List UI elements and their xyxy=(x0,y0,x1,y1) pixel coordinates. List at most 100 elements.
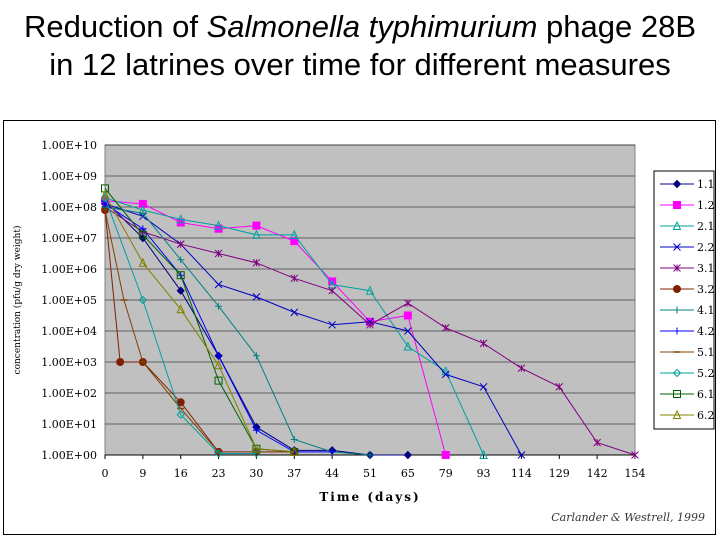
y-tick-label: 1.00E+10 xyxy=(41,139,97,152)
x-tick-label: 154 xyxy=(625,467,646,480)
data-point-2.1 xyxy=(214,220,223,230)
y-tick-label: 1.00E+08 xyxy=(41,201,97,214)
data-point-3.1 xyxy=(214,249,223,258)
y-tick-label: 1.00E+00 xyxy=(41,449,97,462)
x-tick-label: 16 xyxy=(174,467,188,480)
legend-marker-6.2 xyxy=(672,409,682,419)
legend-label-4.2: 4.2 xyxy=(697,325,715,338)
data-point-4.2 xyxy=(328,448,336,456)
x-tick-label: 51 xyxy=(363,467,377,480)
legend-marker-2.1 xyxy=(672,220,682,230)
x-tick-label: 93 xyxy=(477,467,491,480)
y-tick-label: 1.00E+04 xyxy=(41,325,97,338)
data-point-6.2 xyxy=(100,189,110,199)
data-point-3.1 xyxy=(517,364,526,373)
y-tick-label: 1.00E+05 xyxy=(41,294,97,307)
data-point-2.2 xyxy=(328,320,336,329)
x-tick-label: 9 xyxy=(139,467,146,480)
data-point-2.2 xyxy=(517,451,526,459)
data-point-5.2 xyxy=(138,295,148,305)
legend-marker-4.2 xyxy=(673,327,681,335)
data-point-3.2 xyxy=(116,358,125,366)
legend-label-2.1: 2.1 xyxy=(697,220,715,233)
legend-label-5.2: 5.2 xyxy=(697,367,715,380)
x-tick-label: 65 xyxy=(401,467,415,480)
legend xyxy=(653,170,715,430)
page-title: Reduction of Salmonella typhimurium phag… xyxy=(0,8,720,84)
data-point-1.2 xyxy=(138,199,147,208)
data-point-4.1 xyxy=(177,256,185,264)
data-point-2.2 xyxy=(290,308,299,317)
data-point-1.2 xyxy=(290,237,299,246)
legend-marker-3.2 xyxy=(673,285,681,293)
y-tick-label: 1.00E+09 xyxy=(41,170,97,183)
legend-label-6.1: 6.1 xyxy=(697,388,715,401)
data-point-4.1 xyxy=(215,302,223,310)
legend-marker-3.1 xyxy=(673,264,681,272)
data-point-3.1 xyxy=(404,299,412,307)
data-point-2.2 xyxy=(479,382,488,391)
title-species: Salmonella typhimurium xyxy=(206,9,538,44)
data-point-6.2 xyxy=(176,304,185,314)
series-line-6.2 xyxy=(104,194,295,453)
legend-label-6.2: 6.2 xyxy=(697,409,715,422)
data-point-6.1 xyxy=(101,184,109,193)
x-tick-label: 23 xyxy=(212,467,226,480)
data-point-6.2 xyxy=(138,257,148,267)
x-tick-label: 44 xyxy=(325,467,339,480)
data-point-1.2 xyxy=(252,221,261,230)
data-point-1.2 xyxy=(441,451,450,459)
legend-label-5.1: 5.1 xyxy=(697,346,715,359)
data-point-3.1 xyxy=(631,451,639,459)
data-point-4.1 xyxy=(139,209,147,217)
title-line-2: in 12 latrines over time for different m… xyxy=(49,47,671,82)
data-point-3.1 xyxy=(290,274,299,283)
data-point-3.2 xyxy=(176,398,185,407)
x-tick-label: 37 xyxy=(287,467,301,480)
data-point-4.2 xyxy=(252,426,260,434)
legend-marker-5.2 xyxy=(672,368,682,378)
data-point-2.2 xyxy=(404,327,412,335)
legend-label-4.1: 4.1 xyxy=(697,304,715,317)
data-point-3.1 xyxy=(252,258,261,267)
legend-marker-6.1 xyxy=(673,390,681,398)
data-point-3.1 xyxy=(555,382,564,391)
data-point-6.1 xyxy=(176,271,185,280)
data-point-2.1 xyxy=(479,449,488,459)
legend-label-3.1: 3.1 xyxy=(697,262,715,275)
data-point-3.1 xyxy=(328,286,336,295)
legend-label-1.2: 1.2 xyxy=(697,199,715,212)
chart-frame: 1.00E+00 1.00E+01 1.00E+02 1.00E+03 1.00E+04… xyxy=(3,120,716,535)
series-line-5.2 xyxy=(104,197,257,454)
data-point-6.2 xyxy=(214,359,223,370)
y-axis-label: concentration (pfu/g dry weight) xyxy=(12,226,23,375)
data-point-1.2 xyxy=(403,311,412,320)
data-point-3.1 xyxy=(176,240,185,249)
data-point-1.1 xyxy=(176,286,185,295)
data-point-2.1 xyxy=(176,214,185,224)
data-point-2.1 xyxy=(365,285,375,295)
data-point-6.1 xyxy=(138,230,147,239)
data-point-4.1 xyxy=(252,352,260,360)
data-point-1.1 xyxy=(403,450,413,460)
x-tick-label: 0 xyxy=(102,467,109,480)
data-point-2.1 xyxy=(252,229,261,239)
x-tick-label: 30 xyxy=(249,467,263,480)
data-point-6.2 xyxy=(290,446,299,456)
data-point-5.2 xyxy=(176,410,185,419)
legend-marker-1.1 xyxy=(672,179,682,189)
y-tick-label: 1.00E+03 xyxy=(41,356,97,369)
data-point-2.1 xyxy=(290,229,299,239)
y-tick-label: 1.00E+07 xyxy=(41,232,97,245)
series-line-4.1 xyxy=(104,206,371,456)
data-point-4.1 xyxy=(290,436,298,443)
data-point-4.1 xyxy=(366,451,374,459)
x-axis-label: Time (days) xyxy=(319,490,420,504)
y-tick-label: 1.00E+01 xyxy=(41,418,97,431)
legend-marker-2.2 xyxy=(673,243,681,251)
credit: Carlander & Westrell, 1999 xyxy=(551,511,705,524)
line-chart: 1.00E+00 1.00E+01 1.00E+02 1.00E+03 1.00E+04… xyxy=(12,139,715,504)
series-line-2.2 xyxy=(104,203,522,456)
data-point-3.1 xyxy=(479,339,488,348)
data-point-2.1 xyxy=(403,341,413,351)
